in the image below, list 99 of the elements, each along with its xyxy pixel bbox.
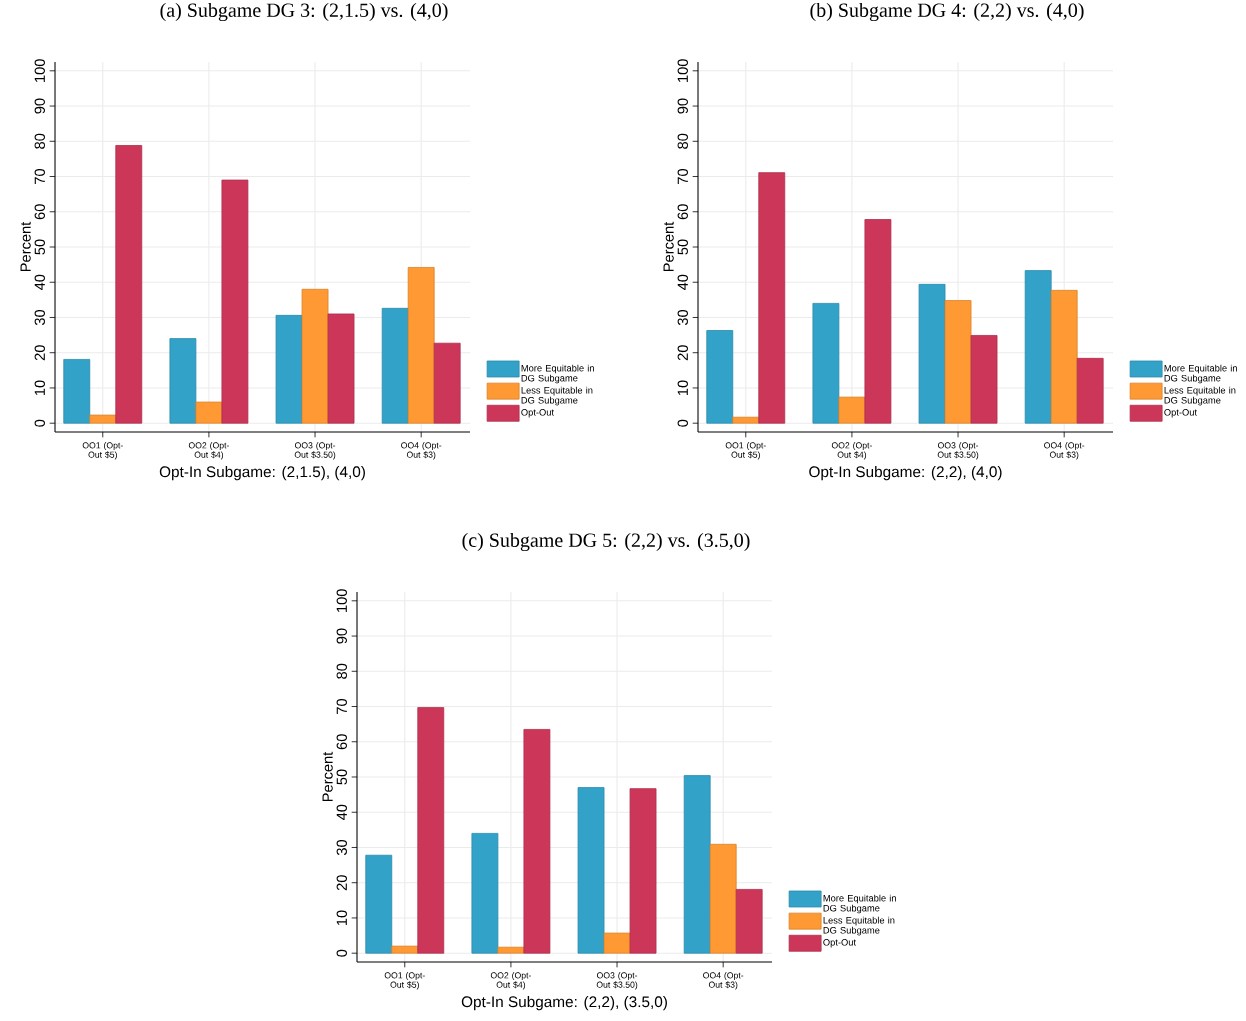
bar — [735, 889, 763, 954]
x-axis-title: Opt-In Subgame: (2,1.5), (4,0) — [159, 465, 365, 481]
bar — [497, 946, 525, 954]
bar — [683, 775, 711, 954]
y-tick-label: 70 — [34, 168, 45, 184]
y-tick-label: 60 — [336, 734, 347, 750]
y-tick-label: 100 — [34, 59, 45, 82]
bar — [63, 359, 91, 424]
bar — [169, 338, 197, 424]
x-tick-label: OO4 (Opt-Out $3) — [1044, 442, 1085, 460]
x-tick-label: OO2 (Opt-Out $4) — [831, 442, 872, 460]
y-tick-label: 90 — [677, 98, 688, 114]
bar — [944, 300, 972, 424]
y-tick-label: 40 — [34, 274, 45, 291]
y-tick-label: 0 — [34, 419, 45, 427]
bar — [407, 267, 435, 424]
bar — [758, 172, 786, 424]
y-tick-label: 70 — [336, 698, 347, 714]
bar — [195, 401, 223, 424]
bar — [417, 707, 445, 954]
bar — [918, 283, 946, 424]
x-tick-label: OO4 (Opt-Out $3) — [401, 442, 442, 460]
bar — [381, 307, 409, 424]
x-tick-label: OO1 (Opt-Out $5) — [725, 442, 766, 460]
y-axis-title: Percent — [322, 751, 333, 802]
y-tick-label: 80 — [34, 133, 45, 149]
legend-label: Opt-Out — [823, 939, 856, 948]
y-tick-label: 30 — [34, 309, 45, 326]
bar — [603, 932, 631, 954]
x-tick-label: OO1 (Opt-Out $5) — [82, 442, 123, 460]
y-tick-label: 0 — [677, 419, 688, 427]
y-tick-label: 80 — [336, 663, 347, 679]
y-tick-label: 40 — [336, 804, 347, 821]
bar — [327, 313, 355, 424]
x-tick-label: OO3 (Opt-Out $3.50) — [294, 442, 336, 460]
y-tick-label: 80 — [677, 133, 688, 149]
y-tick-label: 0 — [336, 949, 347, 957]
x-axis-title: Opt-In Subgame: (2,2), (4,0) — [809, 465, 1002, 481]
y-axis-title: Percent — [20, 221, 31, 272]
x-tick-label: OO2 (Opt-Out $4) — [490, 972, 531, 990]
bar — [864, 219, 892, 424]
x-tick-label: OO2 (Opt-Out $4) — [188, 442, 229, 460]
bar — [365, 854, 393, 954]
y-tick-label: 30 — [336, 839, 347, 856]
y-tick-label: 20 — [677, 345, 688, 361]
legend-label: Less Equitable in DG Subgame — [521, 386, 593, 406]
bar — [115, 145, 143, 424]
bar — [221, 179, 249, 424]
bar — [275, 314, 303, 424]
legend-label: Less Equitable in DG Subgame — [823, 916, 895, 936]
legend-label: Opt-Out — [1164, 409, 1197, 418]
bar — [1050, 289, 1078, 424]
bar — [709, 843, 737, 954]
legend-label: Less Equitable in DG Subgame — [1164, 386, 1236, 406]
x-tick-label: OO3 (Opt-Out $3.50) — [596, 972, 638, 990]
legend-label: Opt-Out — [521, 409, 554, 418]
legend-label: More Equitable in DG Subgame — [1164, 364, 1237, 384]
y-tick-label: 10 — [336, 910, 347, 925]
y-tick-label: 100 — [336, 589, 347, 612]
y-tick-label: 70 — [677, 168, 688, 184]
y-tick-label: 20 — [336, 875, 347, 891]
y-tick-label: 10 — [677, 380, 688, 395]
bar — [433, 342, 461, 424]
bar — [1076, 357, 1104, 424]
chart-title: (a) Subgame DG 3: (2,1.5) vs. (4,0) — [160, 2, 448, 22]
legend-label: More Equitable in DG Subgame — [521, 364, 594, 384]
bar — [1024, 270, 1052, 424]
bar — [577, 787, 605, 954]
chart-title: (c) Subgame DG 5: (2,2) vs. (3.5,0) — [462, 532, 750, 552]
bar — [812, 302, 840, 424]
y-tick-label: 40 — [677, 274, 688, 291]
bar — [970, 335, 998, 424]
bar — [523, 729, 551, 954]
y-tick-label: 50 — [34, 239, 45, 255]
x-tick-label: OO4 (Opt-Out $3) — [703, 972, 744, 990]
y-axis-title: Percent — [663, 221, 674, 272]
y-tick-label: 50 — [336, 769, 347, 785]
bar — [471, 832, 499, 954]
y-tick-label: 10 — [34, 380, 45, 395]
y-tick-label: 60 — [677, 204, 688, 220]
y-tick-label: 30 — [677, 309, 688, 326]
bar — [391, 945, 419, 954]
bar — [838, 396, 866, 424]
y-tick-label: 60 — [34, 204, 45, 220]
bar — [301, 288, 329, 424]
bar — [629, 788, 657, 954]
chart-title: (b) Subgame DG 4: (2,2) vs. (4,0) — [810, 2, 1084, 22]
x-tick-label: OO1 (Opt-Out $5) — [384, 972, 425, 990]
y-tick-label: 50 — [677, 239, 688, 255]
y-tick-label: 100 — [677, 59, 688, 82]
y-tick-label: 90 — [336, 628, 347, 644]
bar — [89, 414, 117, 424]
bar — [732, 416, 760, 424]
y-tick-label: 90 — [34, 98, 45, 114]
x-axis-title: Opt-In Subgame: (2,2), (3.5,0) — [461, 995, 667, 1011]
legend-label: More Equitable in DG Subgame — [823, 894, 896, 914]
bar — [706, 330, 734, 424]
x-tick-label: OO3 (Opt-Out $3.50) — [937, 442, 979, 460]
y-tick-label: 20 — [34, 345, 45, 361]
